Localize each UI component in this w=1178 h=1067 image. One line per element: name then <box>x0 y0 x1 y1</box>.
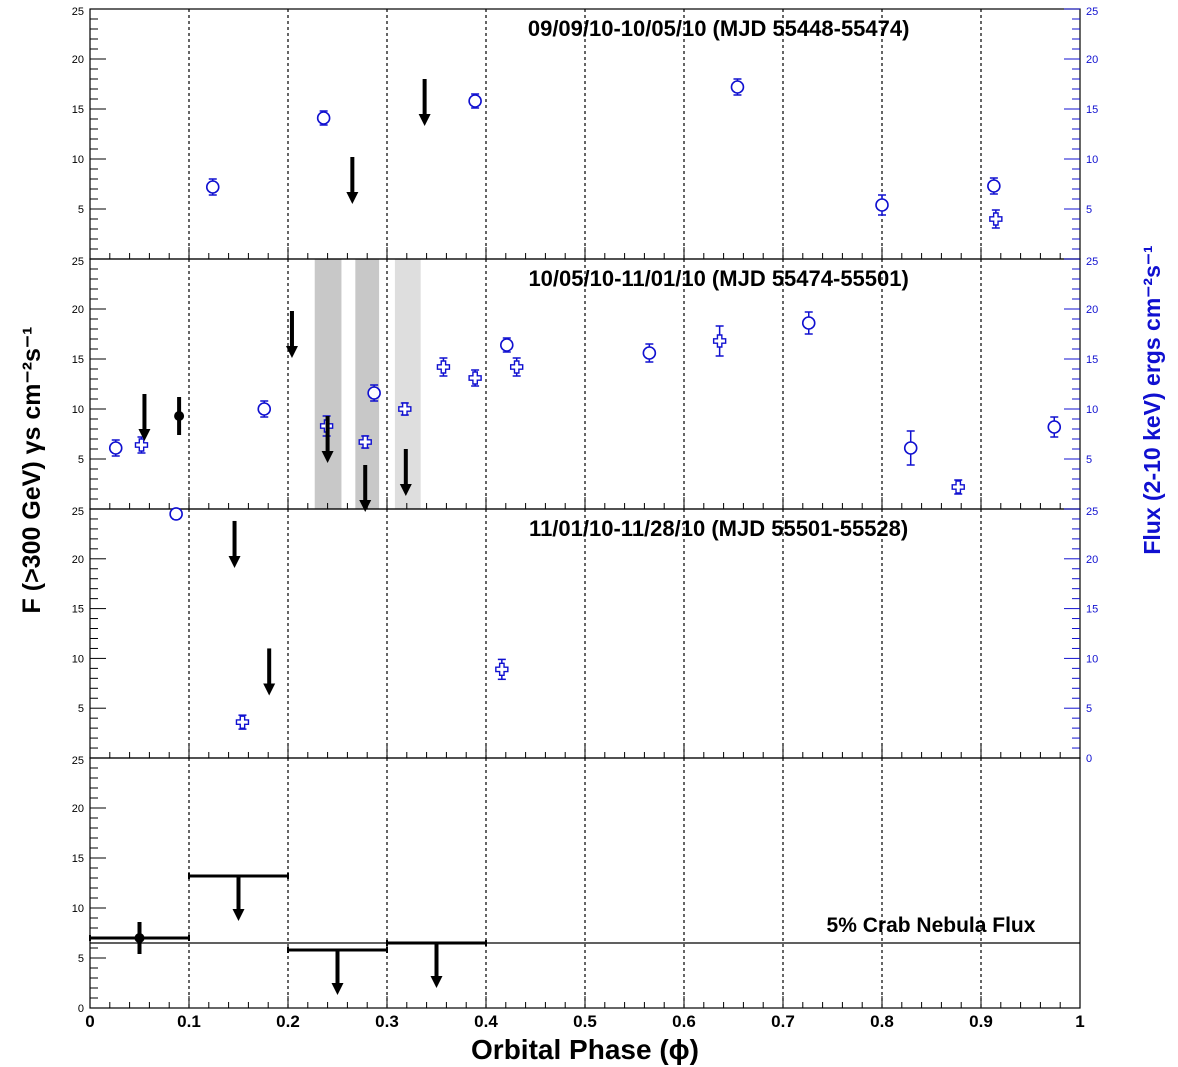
xray-circle-point <box>258 403 270 415</box>
binned-upper-limit-arrow-head <box>431 976 443 988</box>
x-tick-label: 0.3 <box>375 1012 399 1031</box>
y-right-tick-label: 15 <box>1086 604 1098 616</box>
x-tick-label: 0.7 <box>771 1012 795 1031</box>
y-tick-label: 10 <box>72 653 84 665</box>
y-tick-label: 15 <box>72 604 84 616</box>
y-tick-label: 20 <box>72 304 84 316</box>
y-tick-label: 0 <box>78 1003 84 1015</box>
y-right-tick-label: 10 <box>1086 653 1098 665</box>
binned-upper-limit-arrow-head <box>332 983 344 995</box>
panel-title: 10/05/10-11/01/10 (MJD 55474-55501) <box>528 266 908 291</box>
y-tick-label: 5 <box>78 204 84 216</box>
y-tick-label: 10 <box>72 404 84 416</box>
x-tick-label: 0.6 <box>672 1012 696 1031</box>
x-tick-label: 0.2 <box>276 1012 300 1031</box>
xray-circle-point <box>368 387 380 399</box>
y-right-tick-label: 0 <box>1086 753 1092 765</box>
y-axis-label-left: F (>300 GeV) γs cm⁻²s⁻¹ <box>18 327 46 614</box>
crab-flux-annotation: 5% Crab Nebula Flux <box>827 914 1036 937</box>
y-right-tick-label: 20 <box>1086 554 1098 566</box>
vhe-upper-limit-arrow-head <box>346 192 358 204</box>
xray-circle-point <box>170 508 182 520</box>
y-right-tick-label: 15 <box>1086 104 1098 116</box>
xray-circle-point <box>207 181 219 193</box>
y-right-tick-label: 10 <box>1086 154 1098 166</box>
vhe-upper-limit-arrow-head <box>419 114 431 126</box>
x-tick-label: 0.8 <box>870 1012 894 1031</box>
xray-circle-point <box>731 81 743 93</box>
xray-cross-point <box>496 663 508 675</box>
xray-cross-point <box>437 361 449 373</box>
xray-circle-point <box>988 180 1000 192</box>
y-tick-label: 25 <box>72 6 84 18</box>
xray-cross-point <box>990 213 1002 225</box>
xray-cross-point <box>714 335 726 347</box>
xray-circle-point <box>1048 421 1060 433</box>
y-right-tick-label: 5 <box>1086 454 1092 466</box>
y-right-tick-label: 25 <box>1086 256 1098 268</box>
y-tick-label: 10 <box>72 903 84 915</box>
vhe-upper-limit-arrow-head <box>263 683 275 695</box>
xray-cross-point <box>952 481 964 493</box>
y-right-tick-label: 20 <box>1086 54 1098 66</box>
xray-cross-point <box>511 361 523 373</box>
x-tick-label: 0.5 <box>573 1012 597 1031</box>
y-tick-label: 10 <box>72 154 84 166</box>
x-tick-label: 0.1 <box>177 1012 201 1031</box>
y-tick-label: 25 <box>72 256 84 268</box>
xray-circle-point <box>318 112 330 124</box>
xray-circle-point <box>905 442 917 454</box>
xray-cross-point <box>236 716 248 728</box>
xray-circle-point <box>501 339 513 351</box>
y-tick-label: 5 <box>78 454 84 466</box>
y-axis-label-right: Flux (2-10 keV) ergs cm⁻²s⁻¹ <box>1139 245 1165 554</box>
y-tick-label: 15 <box>72 354 84 366</box>
x-tick-label: 0.4 <box>474 1012 498 1031</box>
x-tick-label: 0.9 <box>969 1012 993 1031</box>
y-tick-label: 20 <box>72 803 84 815</box>
y-right-tick-label: 25 <box>1086 506 1098 518</box>
shaded-phase-region <box>315 259 342 509</box>
vhe-upper-limit-arrow-head <box>229 556 241 568</box>
y-tick-label: 15 <box>72 853 84 865</box>
binned-upper-limit-arrow-head <box>233 909 245 921</box>
xray-circle-point <box>876 199 888 211</box>
x-axis-label: Orbital Phase (ϕ) <box>471 1034 699 1065</box>
x-tick-label: 0 <box>85 1012 94 1031</box>
y-right-tick-label: 20 <box>1086 304 1098 316</box>
y-tick-label: 5 <box>78 703 84 715</box>
y-tick-label: 5 <box>78 953 84 965</box>
xray-cross-point <box>135 439 147 451</box>
y-tick-label: 15 <box>72 104 84 116</box>
binned-vhe-point <box>135 933 145 943</box>
y-right-tick-label: 25 <box>1086 6 1098 18</box>
panel-title: 09/09/10-10/05/10 (MJD 55448-55474) <box>528 16 910 41</box>
y-tick-label: 20 <box>72 54 84 66</box>
y-right-tick-label: 10 <box>1086 404 1098 416</box>
xray-circle-point <box>643 347 655 359</box>
panel-title: 11/01/10-11/28/10 (MJD 55501-55528) <box>529 516 908 541</box>
y-tick-label: 25 <box>72 755 84 767</box>
y-right-tick-label: 5 <box>1086 703 1092 715</box>
xray-circle-point <box>469 95 481 107</box>
y-tick-label: 25 <box>72 506 84 518</box>
y-right-tick-label: 5 <box>1086 204 1092 216</box>
x-tick-label: 1 <box>1075 1012 1084 1031</box>
y-right-tick-label: 15 <box>1086 354 1098 366</box>
y-tick-label: 20 <box>72 554 84 566</box>
xray-cross-point <box>469 372 481 384</box>
vhe-point <box>174 411 184 421</box>
xray-circle-point <box>110 442 122 454</box>
xray-circle-point <box>803 317 815 329</box>
